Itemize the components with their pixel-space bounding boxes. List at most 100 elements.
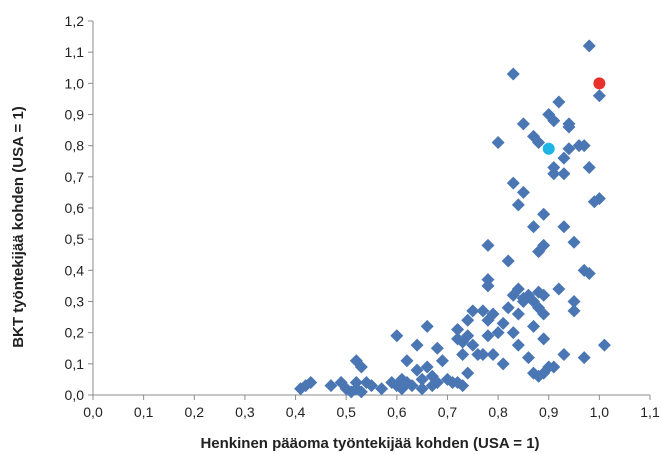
data-point-diamond [456, 379, 470, 393]
data-point-diamond [405, 379, 419, 393]
data-point-diamond [451, 323, 465, 337]
axes [88, 20, 651, 400]
y-tick-label: 1,0 [65, 75, 85, 91]
data-point-diamond [511, 307, 525, 321]
data-point-diamond [552, 95, 566, 109]
data-point-diamond [547, 114, 561, 128]
data-point-diamond [410, 338, 424, 352]
data-point-diamond [527, 319, 541, 333]
data-point-diamond [506, 67, 520, 81]
data-point-diamond [365, 379, 378, 393]
data-point-diamond [511, 338, 525, 352]
data-point-diamond [354, 360, 368, 374]
data-point-diamond [557, 347, 571, 361]
x-tick-label: 1,0 [590, 404, 610, 420]
data-point-diamond [567, 235, 581, 249]
x-tick-label: 0,8 [488, 404, 508, 420]
data-point-diamond [466, 338, 480, 352]
data-point-diamond [491, 136, 505, 150]
x-axis-title: Henkinen pääoma työntekijää kohden (USA … [200, 435, 539, 452]
x-tick-label: 0,3 [235, 404, 255, 420]
data-point-diamond [557, 167, 571, 181]
x-tick-label: 0,2 [185, 404, 205, 420]
data-point-diamond [527, 220, 541, 234]
data-point-diamond [582, 39, 596, 53]
data-point-diamond [481, 238, 495, 252]
data-point-diamond [476, 347, 490, 361]
data-point-diamond [577, 139, 591, 153]
data-point-diamond [415, 372, 429, 386]
data-point-diamond [324, 379, 338, 393]
data-point-diamond [597, 338, 611, 352]
data-point-diamond [481, 279, 495, 293]
highlight-point-cyan [542, 142, 555, 155]
data-point-diamond [567, 304, 581, 318]
y-tick-label: 0,9 [65, 107, 85, 123]
x-tick-label: 0,0 [83, 404, 103, 420]
y-tick-label: 0,5 [65, 231, 85, 247]
data-point-diamond [354, 385, 368, 399]
data-point-diamond [456, 347, 470, 361]
y-tick-labels: 0,0 0,1 0,2 0,3 0,4 0,5 0,6 0,7 0,8 0,9 1,0 1,1 1,2 [65, 13, 85, 403]
data-point-diamond [537, 307, 551, 321]
y-tick-label: 0,4 [65, 262, 85, 278]
data-point-diamond [537, 207, 551, 221]
data-point-diamond [557, 220, 571, 234]
data-point-diamond [491, 326, 505, 340]
highlight-point-red [593, 77, 606, 90]
data-point-diamond [537, 288, 551, 302]
data-point-diamond [420, 360, 434, 374]
data-point-diamond [476, 304, 490, 318]
data-point-diamond [420, 319, 434, 333]
data-point-diamond [496, 316, 510, 330]
data-point-diamond [481, 329, 495, 343]
data-point-diamond [304, 376, 318, 390]
x-tick-label: 0,1 [134, 404, 154, 420]
data-point-diamond [486, 347, 500, 361]
y-tick-label: 0,1 [65, 356, 85, 372]
x-tick-label: 0,5 [336, 404, 356, 420]
data-point-diamond [461, 366, 475, 380]
y-tick-label: 0,2 [65, 325, 85, 341]
data-point-diamond [430, 376, 444, 390]
data-point-diamond [516, 185, 530, 199]
data-point-diamond [506, 326, 520, 340]
data-point-diamond [506, 176, 520, 190]
data-point-diamond [390, 329, 404, 343]
y-tick-label: 0,7 [65, 169, 85, 185]
data-point-diamond [375, 382, 389, 396]
data-point-diamond [435, 354, 449, 368]
data-point-diamond [415, 382, 429, 396]
x-tick-labels: 0,0 0,1 0,2 0,3 0,4 0,5 0,6 0,7 0,8 0,9 1,0 1,1 [83, 404, 660, 420]
data-point-diamond [511, 282, 525, 296]
y-tick-label: 1,2 [65, 13, 85, 29]
data-point-diamond [582, 266, 596, 280]
x-tick-label: 0,7 [438, 404, 458, 420]
data-point-diamond [592, 89, 606, 103]
data-point-diamond [562, 142, 576, 156]
y-tick-label: 0,6 [65, 200, 85, 216]
data-point-diamond [562, 120, 576, 134]
data-point-diamond [537, 238, 551, 252]
y-tick-label: 1,1 [65, 44, 85, 60]
data-point-diamond [592, 192, 606, 206]
data-point-diamond [532, 136, 546, 150]
data-point-diamond [496, 357, 510, 371]
data-point-diamond [410, 363, 424, 377]
y-tick-label: 0,3 [65, 294, 85, 310]
data-point-diamond [430, 341, 444, 355]
x-tick-label: 0,9 [539, 404, 559, 420]
data-point-diamond [516, 117, 530, 131]
data-point-diamond [547, 360, 561, 374]
data-points [294, 39, 611, 399]
y-tick-label: 0,8 [65, 138, 85, 154]
data-point-diamond [501, 301, 515, 315]
data-point-diamond [582, 160, 596, 174]
data-point-diamond [486, 307, 500, 321]
data-point-diamond [400, 354, 414, 368]
data-point-diamond [501, 254, 515, 268]
data-point-diamond [521, 351, 535, 365]
data-point-diamond [461, 329, 475, 343]
